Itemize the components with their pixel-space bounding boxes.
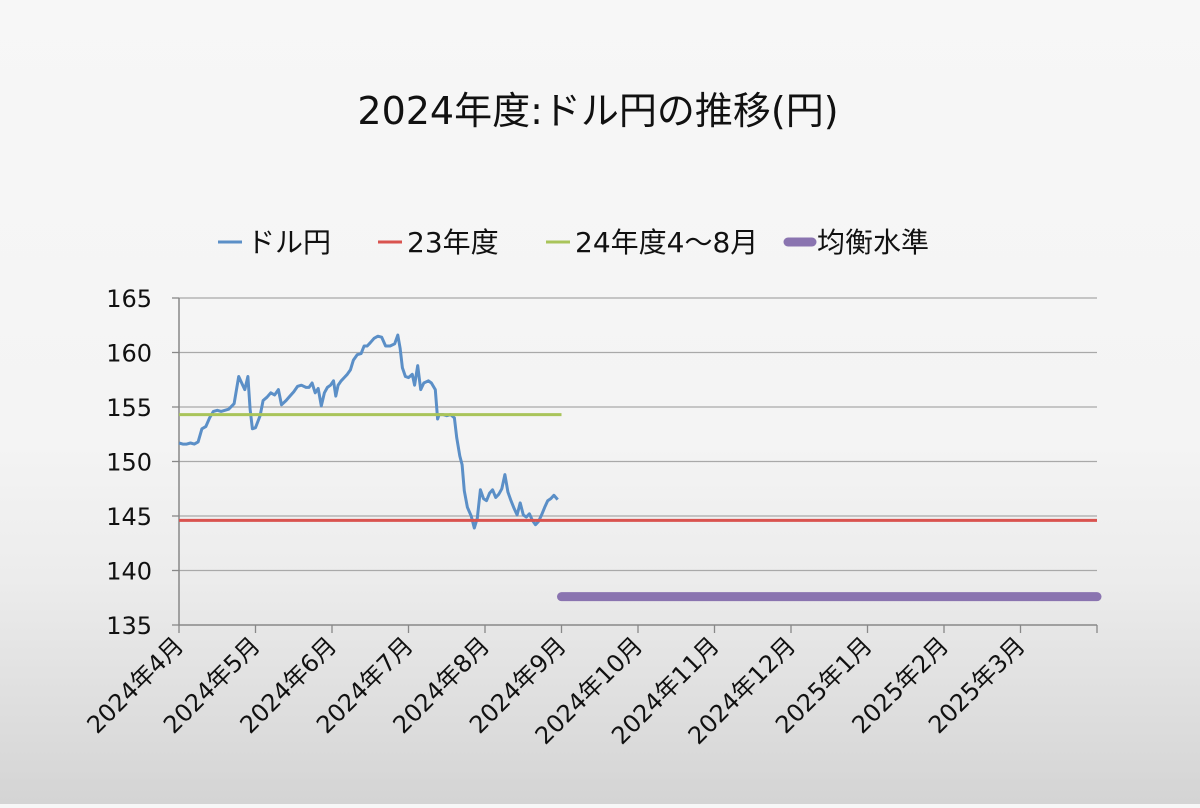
gridlines [179,297,1097,572]
legend-label: 24年度4〜8月 [575,226,758,259]
legend: ドル円 23年度 24年度4〜8月 均衡水準 [218,226,929,259]
y-tick-label: 165 [106,285,152,313]
y-tick-label: 135 [106,612,152,640]
y-tick-label: 145 [106,503,152,531]
series-line-dollar-yen [178,333,559,530]
chart-title: 2024年度:ドル円の推移(円) [357,89,838,133]
y-tick-label: 160 [106,340,152,368]
series-layer [178,333,1102,602]
y-tick-label: 140 [106,558,152,586]
y-axis-ticks: 135 140 145 150 155 160 165 [106,285,179,640]
y-tick-label: 150 [106,449,152,477]
legend-label: 均衡水準 [817,226,929,259]
x-axis-ticks: 2024年4月2024年5月2024年6月2024年7月2024年8月2024年… [82,625,1098,750]
legend-label: ドル円 [247,226,331,259]
y-tick-label: 155 [106,394,152,422]
legend-label: 23年度 [407,226,499,259]
